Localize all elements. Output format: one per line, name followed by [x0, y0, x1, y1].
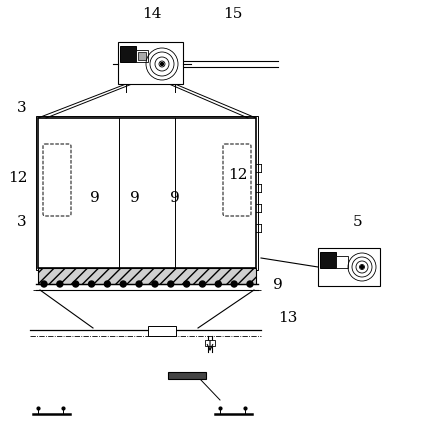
Text: 15: 15 [224, 7, 243, 21]
Bar [38, 118, 256, 268]
Bar [318, 248, 380, 286]
Circle shape [247, 281, 253, 287]
Bar [148, 326, 176, 336]
Circle shape [73, 281, 79, 287]
Circle shape [136, 281, 142, 287]
Bar [118, 42, 183, 84]
Text: 9: 9 [90, 191, 100, 205]
Text: 12: 12 [228, 168, 248, 182]
Text: 3: 3 [17, 215, 27, 229]
Bar [336, 256, 348, 268]
Circle shape [215, 281, 221, 287]
Circle shape [231, 281, 237, 287]
Circle shape [104, 281, 110, 287]
Circle shape [57, 281, 63, 287]
Circle shape [360, 266, 363, 269]
Bar [320, 252, 336, 268]
Text: 13: 13 [278, 311, 298, 325]
Circle shape [152, 281, 158, 287]
Text: 9: 9 [273, 278, 283, 292]
Circle shape [184, 281, 190, 287]
Circle shape [88, 281, 94, 287]
Bar [205, 340, 215, 346]
Circle shape [199, 281, 205, 287]
Circle shape [41, 281, 47, 287]
Text: 12: 12 [8, 171, 28, 185]
Circle shape [160, 63, 163, 66]
Text: 5: 5 [353, 215, 363, 229]
Text: 3: 3 [17, 101, 27, 115]
Bar [38, 268, 256, 284]
Text: 9: 9 [130, 191, 140, 205]
Bar [36, 116, 258, 270]
Bar [136, 50, 148, 62]
Text: 14: 14 [142, 7, 162, 21]
Bar [138, 52, 146, 60]
Bar [120, 46, 136, 62]
Bar [168, 372, 206, 379]
Circle shape [168, 281, 174, 287]
Text: 9: 9 [170, 191, 180, 205]
Circle shape [120, 281, 126, 287]
